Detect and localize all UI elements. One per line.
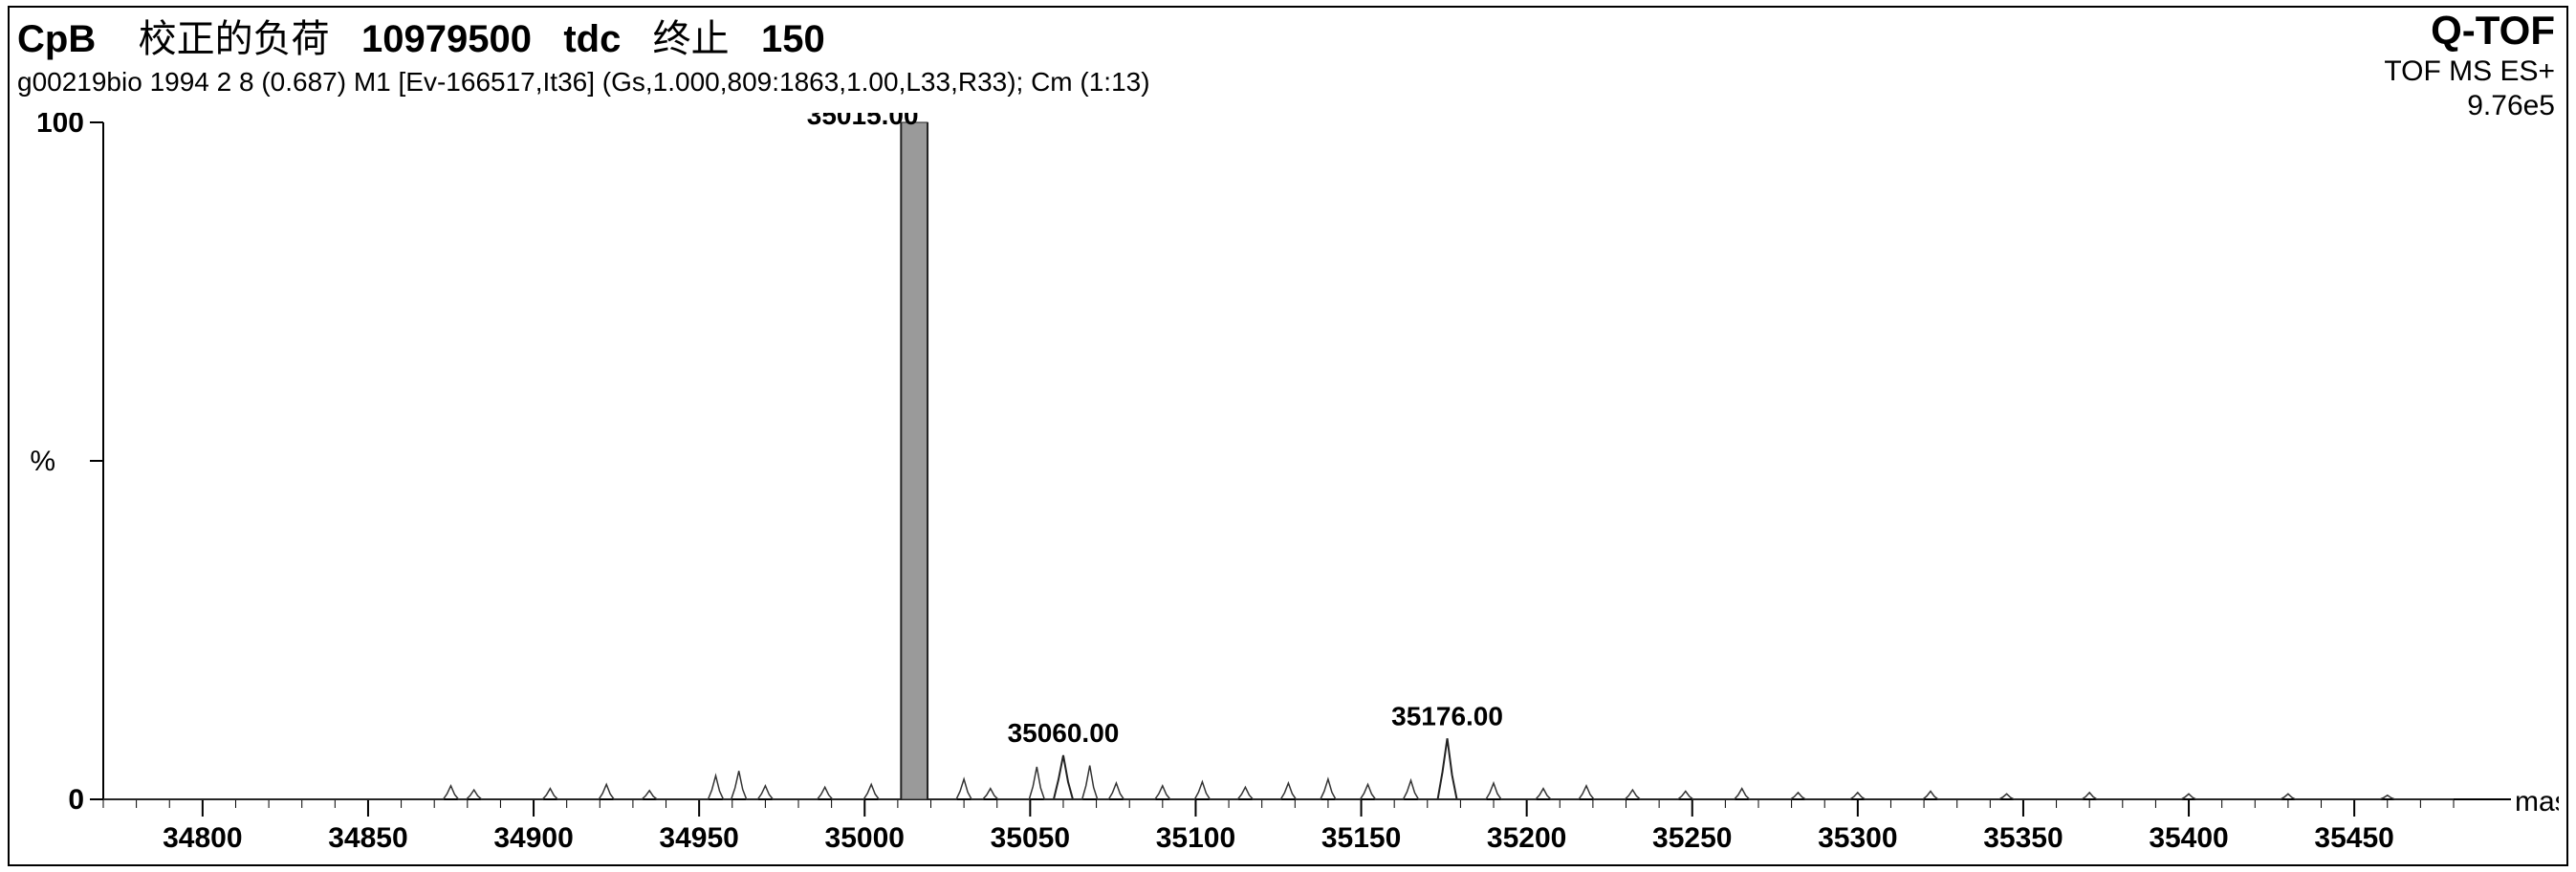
peak-label: 35176.00 xyxy=(1391,701,1503,730)
spectrum-svg: 0 100% 34800 34850 34900 34950 35000 35050 35100… xyxy=(17,113,2559,859)
y-tick-label: 0 xyxy=(68,784,84,816)
x-axis-label: mass xyxy=(2515,786,2559,818)
instrument-label: Q-TOF xyxy=(2384,8,2555,54)
x-tick-label: 34900 xyxy=(493,822,573,854)
x-tick-label: 35200 xyxy=(1487,822,1566,854)
x-tick-label: 35100 xyxy=(1156,822,1235,854)
x-tick-label: 35400 xyxy=(2149,822,2228,854)
x-tick-label: 35050 xyxy=(991,822,1070,854)
main-peak-label: 35015.00 xyxy=(807,113,919,130)
y-axis-label: % xyxy=(30,446,55,477)
main-peak xyxy=(901,122,928,799)
header-subtitle: g00219bio 1994 2 8 (0.687) M1 [Ev-166517… xyxy=(17,67,2559,98)
stop-label-cn: 终止 xyxy=(653,18,730,60)
x-tick-label: 34800 xyxy=(163,822,242,854)
mode-label: TOF MS ES+ xyxy=(2384,55,2555,88)
header-title: CpB 校正的负荷 10979500 tdc 终止 150 xyxy=(17,8,2559,63)
x-tick-label: 35350 xyxy=(1983,822,2063,854)
load-unit: tdc xyxy=(563,18,621,60)
minor-peak xyxy=(1438,738,1457,799)
load-value: 10979500 xyxy=(361,18,532,60)
peak-label: 35060.00 xyxy=(1008,718,1120,748)
header-left: CpB 校正的负荷 10979500 tdc 终止 150 g00219bio … xyxy=(17,8,2559,98)
baseline-noise xyxy=(103,766,2454,799)
x-tick-label: 35300 xyxy=(1818,822,1897,854)
x-tick-label: 35450 xyxy=(2314,822,2393,854)
x-tick-label: 35250 xyxy=(1652,822,1732,854)
sample-name: CpB xyxy=(17,18,96,60)
stop-value: 150 xyxy=(761,18,825,60)
header-right: Q-TOF TOF MS ES+ 9.76e5 xyxy=(2384,8,2555,122)
y-tick-label: 100 xyxy=(36,113,84,139)
x-tick-label: 35150 xyxy=(1321,822,1401,854)
load-label-cn: 校正的负荷 xyxy=(139,18,330,60)
x-tick-label: 35000 xyxy=(825,822,905,854)
x-tick-label: 34850 xyxy=(328,822,407,854)
x-tick-label: 34950 xyxy=(659,822,738,854)
plot-area: 0 100% 34800 34850 34900 34950 35000 35050 35100… xyxy=(17,113,2559,859)
minor-peak xyxy=(1054,755,1073,799)
